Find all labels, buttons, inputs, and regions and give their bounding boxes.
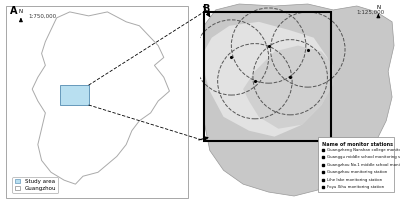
Polygon shape [204, 22, 333, 137]
Text: Name of monitor stations: Name of monitor stations [322, 142, 392, 147]
Text: 1:125,000: 1:125,000 [357, 10, 385, 15]
Polygon shape [243, 46, 333, 129]
Legend: Study area, Guangzhou: Study area, Guangzhou [12, 177, 58, 193]
Polygon shape [32, 12, 170, 184]
Text: 1:750,000: 1:750,000 [28, 14, 56, 19]
Bar [60, 85, 89, 105]
Bar [204, 12, 331, 141]
Polygon shape [204, 4, 394, 196]
Text: A: A [10, 6, 17, 16]
Text: Guangzheng Nanshan college monitoring station: Guangzheng Nanshan college monitoring st… [327, 147, 400, 152]
Text: Guangzhou No.1 middle school monitoring station: Guangzhou No.1 middle school monitoring … [327, 163, 400, 166]
Text: Lihe lake monitoring station: Lihe lake monitoring station [327, 178, 382, 182]
Text: Guangzhou monitoring station: Guangzhou monitoring station [327, 170, 388, 174]
Text: N: N [376, 5, 380, 10]
Text: Guanggu middle school monitoring station: Guanggu middle school monitoring station [327, 155, 400, 159]
Text: Foyu Xihu monitoring station: Foyu Xihu monitoring station [327, 185, 384, 189]
Text: B: B [202, 4, 209, 14]
Bar [318, 137, 394, 192]
Text: N: N [19, 9, 23, 14]
